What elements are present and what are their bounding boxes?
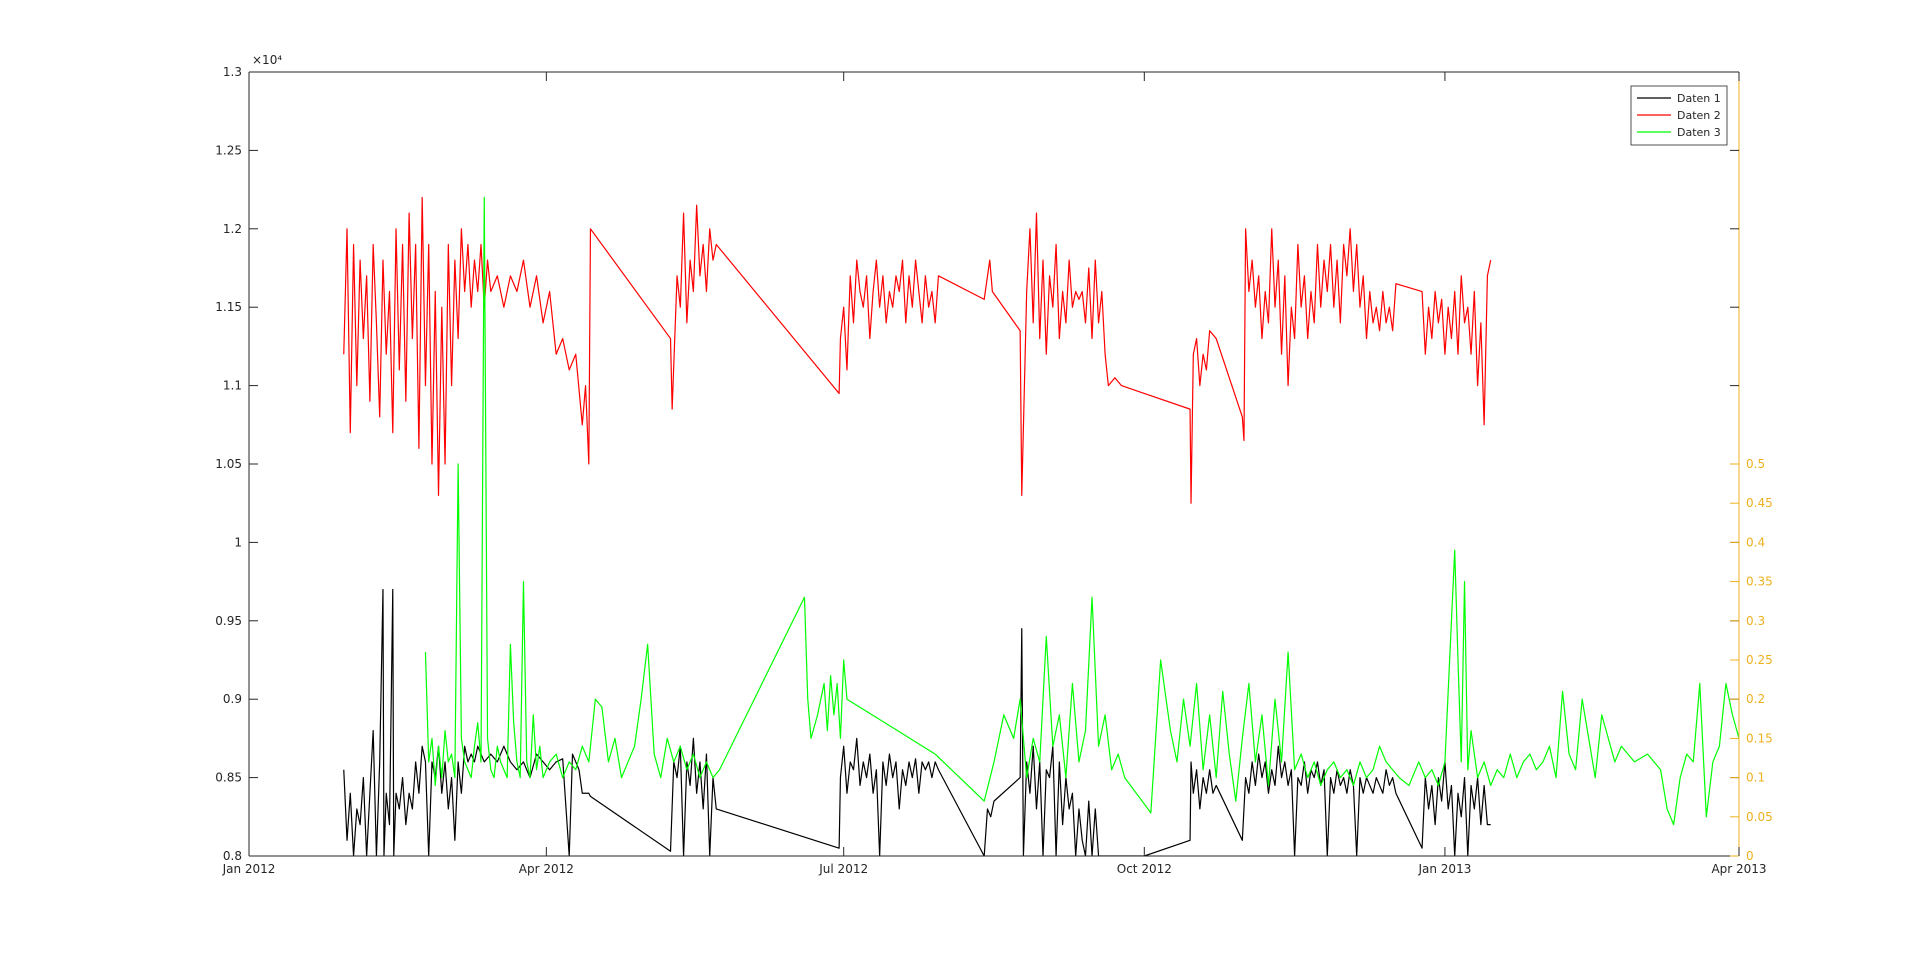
x-tick-label: Apr 2012: [519, 862, 574, 876]
y2-tick-label: 0.2: [1746, 692, 1765, 706]
series-line: [343, 196, 1492, 504]
y2-tick-label: 0.05: [1746, 810, 1773, 824]
y-tick-label: 0.8: [223, 849, 242, 863]
legend-label: Daten 3: [1677, 126, 1721, 139]
y2-tick-label: 0.45: [1746, 496, 1773, 510]
series-line: [343, 588, 1491, 856]
y-tick-label: 1: [234, 535, 242, 549]
legend-label: Daten 2: [1677, 109, 1721, 122]
y2-tick-label: 0.5: [1746, 457, 1765, 471]
series-line: [424, 196, 1739, 826]
x-tick-label: Oct 2012: [1117, 862, 1172, 876]
y-tick-label: 1.25: [215, 143, 242, 157]
y-tick-label: 0.95: [215, 614, 242, 628]
y-tick-label: 0.85: [215, 771, 242, 785]
y-tick-label: 1.2: [223, 222, 242, 236]
y2-tick-label: 0.1: [1746, 771, 1765, 785]
y-tick-label: 0.9: [223, 692, 242, 706]
y2-tick-label: 0.25: [1746, 653, 1773, 667]
x-tick-label: Jan 2012: [222, 862, 276, 876]
legend-label: Daten 1: [1677, 92, 1721, 105]
y2-tick-label: 0: [1746, 849, 1754, 863]
x-tick-label: Jan 2013: [1417, 862, 1471, 876]
y-tick-label: 1.3: [223, 65, 242, 79]
y-tick-label: 1.1: [223, 379, 242, 393]
y-multiplier: ×10⁴: [252, 53, 282, 67]
y2-tick-label: 0.4: [1746, 535, 1765, 549]
y2-tick-label: 0.15: [1746, 731, 1773, 745]
plot-area: [343, 196, 1739, 856]
x-tick-label: Jul 2012: [818, 862, 868, 876]
y2-tick-label: 0.35: [1746, 575, 1773, 589]
y-tick-label: 1.05: [215, 457, 242, 471]
y-tick-label: 1.15: [215, 300, 242, 314]
y2-tick-label: 0.3: [1746, 614, 1765, 628]
x-tick-label: Apr 2013: [1711, 862, 1766, 876]
